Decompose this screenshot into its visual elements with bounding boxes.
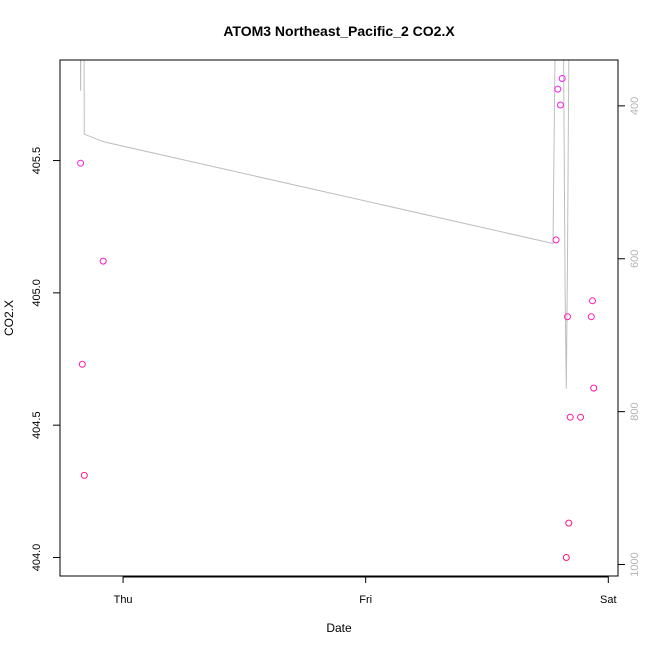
data-point xyxy=(552,236,560,244)
data-point xyxy=(557,101,564,109)
plot-frame xyxy=(59,59,619,577)
data-point xyxy=(565,519,573,527)
chart-title: ATOM3 Northeast_Pacific_2 CO2.X xyxy=(223,23,455,39)
data-point xyxy=(589,297,596,305)
y2-tick-label: 800 xyxy=(629,402,641,420)
data-point xyxy=(564,313,571,321)
data-point xyxy=(554,85,562,93)
data-point xyxy=(99,257,107,265)
data-point xyxy=(590,384,598,392)
data-point xyxy=(566,413,574,421)
y-axis-label: CO2.X xyxy=(2,300,16,336)
data-point xyxy=(562,554,570,561)
series-line xyxy=(79,60,570,389)
axes: Thu Fri Sat 404.0 404.5 405.0 405.5 400 600 800 10… xyxy=(31,97,641,606)
y-tick-label: 405.5 xyxy=(31,147,43,175)
plot-content xyxy=(77,60,598,561)
data-point xyxy=(80,471,88,479)
data-point xyxy=(587,313,595,321)
x-tick-label: Sat xyxy=(600,594,617,606)
y-tick-label: 404.0 xyxy=(31,544,43,572)
data-point xyxy=(78,360,86,368)
data-point xyxy=(77,159,85,167)
y2-tick-label: 600 xyxy=(629,250,641,268)
data-point xyxy=(558,75,566,82)
x-tick-label: Fri xyxy=(359,594,372,606)
y2-tick-label: 1000 xyxy=(629,552,641,576)
data-point xyxy=(577,413,585,421)
y-tick-label: 404.5 xyxy=(31,411,43,439)
x-tick-label: Thu xyxy=(114,594,133,606)
y2-tick-label: 400 xyxy=(629,97,641,115)
y-tick-label: 405.0 xyxy=(31,279,43,307)
x-axis-label: Date xyxy=(326,621,352,635)
